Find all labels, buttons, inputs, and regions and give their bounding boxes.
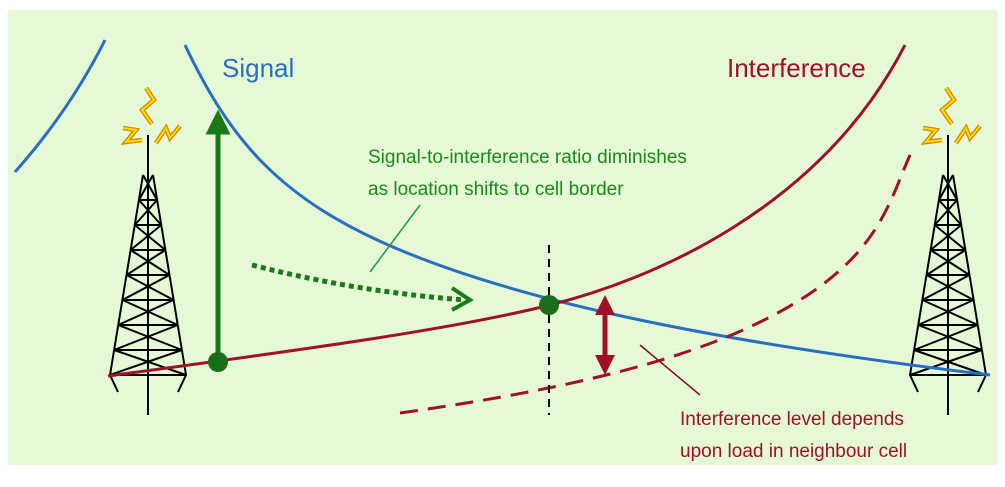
diagram: Signal Interference Signal-to-interferen… [0,0,1005,487]
annotation: Interference level depends [680,409,904,430]
interference-label: Interference [727,53,866,83]
annotation: upon load in neighbour cell [680,441,907,462]
point [208,352,228,372]
annotation: Signal-to-interference ratio diminishes [368,147,687,168]
annotation: as location shifts to cell border [368,179,624,200]
point [539,295,559,315]
signal-label: Signal [222,53,294,83]
